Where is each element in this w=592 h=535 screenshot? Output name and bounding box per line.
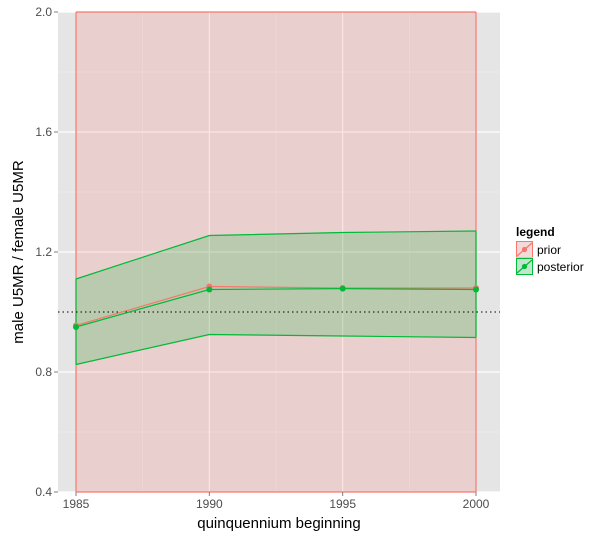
x-axis-title: quinquennium beginning <box>197 515 360 532</box>
y-tick-label: 1.2 <box>35 245 52 259</box>
series-lines <box>75 285 477 328</box>
legend-label-prior: prior <box>537 243 561 257</box>
y-tick-label: 0.4 <box>35 485 52 499</box>
prior-line <box>75 285 476 327</box>
x-tick-label: 1995 <box>329 497 356 511</box>
posterior-band-lower-edge <box>75 333 477 366</box>
x-axis-ticks: 1985 1990 1995 2000 <box>63 492 490 511</box>
posterior-line <box>75 287 477 328</box>
posterior-band <box>76 231 476 365</box>
series-points <box>73 283 479 330</box>
x-tick-label: 1985 <box>63 497 90 511</box>
posterior-point <box>73 324 79 330</box>
legend: legend prior posterior <box>515 225 584 276</box>
legend-label-posterior: posterior <box>537 260 584 274</box>
y-axis-title: male U5MR / female U5MR <box>10 160 27 344</box>
legend-title: legend <box>516 225 555 239</box>
uncertainty-bands <box>75 11 477 493</box>
y-tick-label: 0.8 <box>35 365 52 379</box>
legend-items: prior posterior <box>515 240 584 276</box>
y-tick-label: 2.0 <box>35 5 52 19</box>
y-tick-label: 1.6 <box>35 125 52 139</box>
x-tick-label: 1990 <box>196 497 223 511</box>
posterior-point <box>339 285 346 292</box>
posterior-point <box>473 286 479 293</box>
y-axis-ticks: 0.4 0.8 1.2 1.6 2.0 <box>35 5 58 499</box>
legend-key-posterior-point <box>521 263 528 270</box>
x-tick-label: 2000 <box>463 497 490 511</box>
posterior-band-upper-edge <box>75 230 477 280</box>
prior-band <box>76 12 476 492</box>
legend-key-prior-point <box>521 246 528 253</box>
posterior-point <box>206 286 213 293</box>
